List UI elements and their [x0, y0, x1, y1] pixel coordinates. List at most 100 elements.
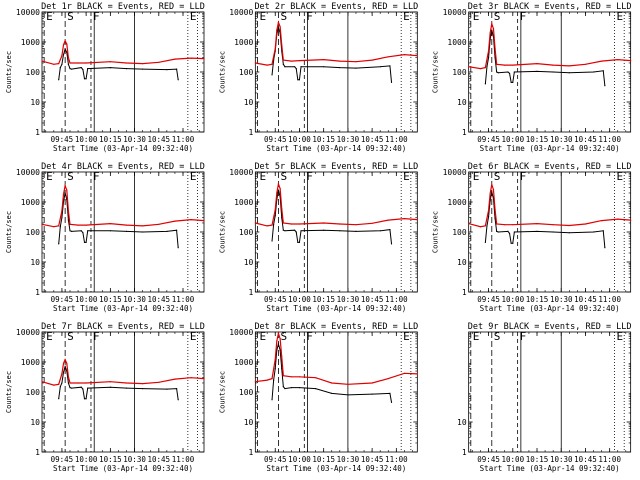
- data-point-lld: [279, 338, 281, 340]
- data-point-events: [390, 243, 393, 245]
- marker-label: E: [403, 330, 410, 343]
- data-point-lld: [290, 60, 293, 62]
- data-point-events: [71, 68, 73, 70]
- data-point-lld: [491, 23, 493, 25]
- y-tick-label: 10000: [229, 8, 253, 17]
- data-point-events: [390, 81, 393, 83]
- y-tick-label: 1000: [447, 38, 466, 47]
- x-tick-label: 10:45: [148, 135, 171, 144]
- data-point-events: [487, 57, 490, 59]
- data-point-lld: [298, 223, 301, 225]
- data-point-events: [58, 398, 60, 400]
- series-line-lld: [255, 331, 418, 385]
- data-point-events: [379, 66, 381, 68]
- data-point-events: [59, 226, 61, 228]
- data-point-lld: [339, 60, 341, 62]
- data-point-lld: [77, 62, 79, 64]
- data-point-events: [568, 72, 570, 74]
- x-tick-label: 11:00: [172, 135, 195, 144]
- y-tick-label: 10000: [443, 8, 467, 17]
- y-tick-label: 10: [457, 418, 467, 427]
- x-tick-label: 10:45: [148, 295, 171, 304]
- marker-label: S: [280, 10, 287, 23]
- data-point-events: [85, 398, 87, 400]
- data-point-lld: [142, 383, 144, 385]
- series-line-lld: [255, 20, 418, 66]
- marker-label: S: [494, 10, 501, 23]
- data-point-lld: [158, 223, 160, 225]
- data-point-events: [294, 229, 296, 231]
- data-point-lld: [600, 60, 603, 62]
- marker-label: E: [403, 10, 410, 23]
- y-tick-label: 100: [452, 68, 467, 77]
- data-point-lld: [494, 209, 496, 211]
- data-point-events: [69, 387, 71, 389]
- data-point-events: [604, 85, 606, 87]
- data-point-lld: [347, 383, 349, 385]
- data-point-lld: [496, 223, 498, 225]
- data-point-lld: [416, 373, 418, 375]
- data-point-lld: [64, 40, 66, 42]
- data-point-events: [71, 387, 73, 389]
- data-point-lld: [58, 63, 60, 65]
- data-point-lld: [468, 66, 470, 68]
- data-point-events: [294, 66, 296, 68]
- data-point-events: [277, 343, 280, 345]
- x-axis-label: Start Time (03-Apr-14 09:32:40): [266, 464, 406, 473]
- data-point-events: [323, 229, 325, 231]
- data-point-lld: [69, 382, 71, 384]
- data-point-lld: [66, 362, 68, 364]
- data-point-events: [536, 70, 538, 72]
- y-tick-label: 10: [457, 258, 467, 267]
- data-point-lld: [276, 340, 278, 342]
- data-point-lld: [282, 59, 284, 61]
- x-axis-label: Start Time (03-Apr-14 09:32:40): [53, 304, 193, 313]
- chart-title: Det 4r BLACK = Events, RED = LLD: [41, 162, 205, 172]
- data-point-events: [355, 230, 357, 232]
- y-tick-label: 1000: [21, 198, 40, 207]
- data-point-events: [298, 79, 301, 81]
- marker-label: E: [46, 330, 53, 343]
- x-tick-label: 09:45: [477, 135, 500, 144]
- series-line-lld: [468, 21, 631, 70]
- data-point-lld: [568, 65, 570, 67]
- marker-label: F: [520, 10, 527, 23]
- data-point-lld: [276, 29, 278, 31]
- data-point-lld: [504, 64, 506, 66]
- data-point-events: [602, 230, 604, 232]
- chart-title: Det 6r BLACK = Events, RED = LLD: [468, 162, 632, 172]
- data-point-lld: [203, 378, 205, 380]
- y-tick-label: 1: [462, 288, 467, 297]
- data-point-events: [487, 216, 490, 218]
- y-tick-label: 1: [35, 288, 40, 297]
- data-point-lld: [487, 50, 490, 52]
- x-tick-label: 09:45: [264, 455, 287, 464]
- data-point-lld: [77, 382, 79, 384]
- data-point-events: [64, 192, 66, 194]
- data-point-lld: [279, 26, 281, 28]
- x-tick-label: 09:45: [264, 135, 287, 144]
- y-tick-label: 10: [244, 418, 254, 427]
- data-point-lld: [271, 63, 273, 65]
- data-point-lld: [487, 209, 490, 212]
- y-tick-label: 1000: [234, 198, 253, 207]
- data-point-events: [552, 231, 554, 233]
- data-point-events: [273, 223, 275, 225]
- x-tick-label: 10:30: [550, 295, 573, 304]
- data-point-events: [282, 229, 284, 231]
- data-point-events: [87, 387, 89, 389]
- data-point-lld: [298, 376, 301, 378]
- data-point-events: [491, 191, 493, 193]
- data-point-events: [390, 401, 393, 403]
- data-point-events: [125, 387, 128, 389]
- series-line-lld: [468, 184, 631, 228]
- data-point-lld: [125, 62, 128, 64]
- data-point-lld: [277, 332, 280, 334]
- x-tick-label: 10:15: [312, 135, 335, 144]
- x-tick-label: 10:45: [148, 455, 171, 464]
- x-tick-label: 11:00: [598, 295, 621, 304]
- data-point-lld: [323, 222, 325, 224]
- data-point-lld: [203, 220, 205, 222]
- chart-panel-4: Det 4r BLACK = Events, RED = LLD 1 10 100 10…: [5, 162, 205, 313]
